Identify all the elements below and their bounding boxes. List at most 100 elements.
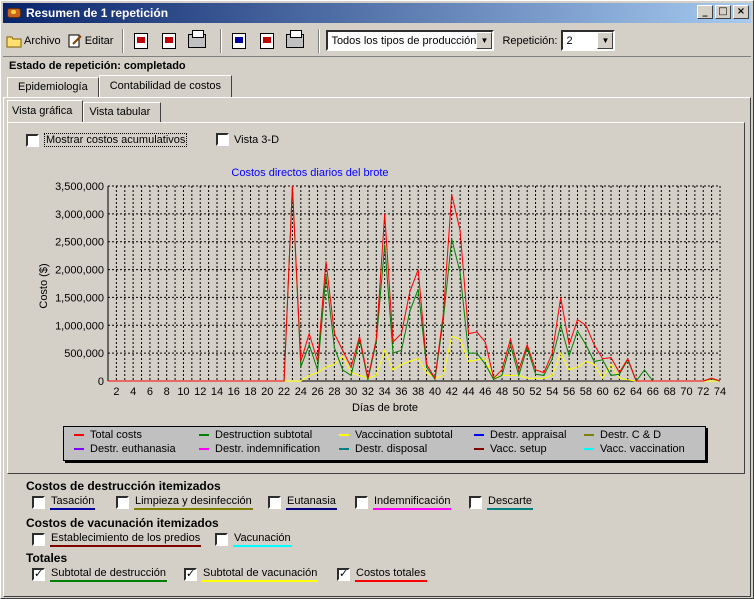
chevron-down-icon[interactable]: ▼	[597, 32, 614, 49]
checkbox-box[interactable]	[32, 567, 45, 581]
itemized-vaccination-checkbox-0[interactable]: Establecimiento de los predios	[32, 532, 202, 547]
y-axis-label: Costo ($)	[38, 263, 50, 308]
legend-swatch	[584, 448, 594, 450]
repetition-value: 2	[566, 34, 573, 47]
tab-contabilidad-costos[interactable]: Contabilidad de costos	[98, 75, 233, 97]
y-tick-label: 1,000,000	[55, 320, 104, 332]
totals-header: Totales	[26, 551, 68, 565]
totals-checkbox-0[interactable]: Subtotal de destrucción	[32, 567, 167, 582]
production-type-select[interactable]: Todos los tipos de producción ▼	[326, 30, 495, 51]
x-tick-label: 44	[462, 386, 474, 398]
legend-label: Destr. indemnification	[215, 443, 321, 455]
x-tick-label: 2	[113, 386, 119, 398]
chevron-down-icon[interactable]: ▼	[476, 32, 493, 49]
checkbox-box[interactable]	[337, 567, 350, 581]
y-tick-label: 3,500,000	[55, 181, 104, 193]
checkbox-box[interactable]	[469, 496, 482, 509]
x-tick-label: 50	[513, 386, 525, 398]
checkbox-box[interactable]	[116, 496, 129, 509]
save-icon	[162, 32, 177, 49]
close-button[interactable]: ×	[733, 5, 749, 19]
tab-vista-tabular[interactable]: Vista tabular	[83, 102, 162, 122]
x-tick-label: 42	[446, 386, 458, 398]
save-table-button[interactable]	[256, 30, 278, 52]
printer-icon	[286, 29, 305, 48]
itemized-destruction-checkbox-3[interactable]: Indemnificación	[355, 495, 452, 510]
y-tick-label: 500,000	[64, 348, 104, 360]
destruction-itemized-header: Costos de destrucción itemizados	[26, 479, 221, 493]
x-tick-label: 20	[261, 386, 273, 398]
legend-entry: Destr. disposal	[339, 443, 427, 455]
cumulative-label: Mostrar costos acumulativos	[44, 133, 188, 147]
legend-entry: Destr. euthanasia	[74, 443, 176, 455]
cumulative-checkbox[interactable]: Mostrar costos acumulativos	[26, 133, 188, 147]
x-tick-label: 54	[546, 386, 558, 398]
checkbox-box[interactable]	[216, 133, 229, 146]
chart-legend: Total costs Destruction subtotal Vaccinati…	[63, 426, 706, 461]
checkbox-label: Costos totales	[355, 567, 427, 582]
checkbox-box[interactable]	[32, 533, 45, 546]
checkbox-box[interactable]	[184, 567, 197, 581]
save-icon	[260, 32, 275, 49]
view3d-label: Vista 3-D	[234, 133, 280, 146]
legend-swatch	[199, 434, 209, 436]
view3d-checkbox[interactable]: Vista 3-D	[216, 133, 279, 146]
itemized-destruction-checkbox-0[interactable]: Tasación	[32, 495, 96, 510]
editar-button[interactable]: Editar	[64, 29, 117, 53]
legend-swatch	[474, 448, 484, 450]
save-chart-button[interactable]	[158, 30, 180, 52]
title-bar[interactable]: Resumen de 1 repetición _ □ ×	[3, 3, 751, 23]
legend-entry: Total costs	[74, 429, 142, 441]
plot-area: 0 500,000 1,000,000 1,500,000 2,000,000 2,500…	[55, 181, 726, 398]
minimize-button[interactable]: _	[697, 5, 713, 19]
itemized-destruction-checkbox-1[interactable]: Limpieza y desinfección	[116, 495, 253, 510]
x-tick-label: 12	[194, 386, 206, 398]
legend-label: Vaccination subtotal	[355, 429, 453, 441]
x-tick-label: 34	[379, 386, 391, 398]
checkbox-label: Indemnificación	[373, 495, 452, 510]
itemized-destruction-checkbox-2[interactable]: Eutanasia	[268, 495, 337, 510]
x-tick-label: 46	[479, 386, 491, 398]
chart-panel: Costos directos diarios del brote Costo …	[17, 153, 741, 469]
chart-title: Costos directos diarios del brote	[231, 167, 388, 179]
y-tick-label: 3,000,000	[55, 209, 104, 221]
checkbox-box[interactable]	[355, 496, 368, 509]
checkbox-label: Eutanasia	[286, 495, 337, 510]
legend-label: Destr. disposal	[355, 443, 428, 455]
legend-entry: Vaccination subtotal	[339, 429, 453, 441]
app-icon	[6, 5, 22, 21]
checkbox-box[interactable]	[268, 496, 281, 509]
itemized-destruction-checkbox-4[interactable]: Descarte	[469, 495, 534, 510]
x-tick-label: 28	[328, 386, 340, 398]
legend-entry: Vacc. setup	[474, 443, 547, 455]
x-tick-label: 56	[563, 386, 575, 398]
tab-panel	[3, 97, 751, 597]
x-tick-label: 64	[630, 386, 642, 398]
legend-swatch	[339, 434, 349, 436]
maximize-button[interactable]: □	[715, 5, 731, 19]
tab-vista-grafica[interactable]: Vista gráfica	[7, 100, 84, 122]
checkbox-box[interactable]	[26, 133, 39, 147]
x-tick-label: 40	[429, 386, 441, 398]
print-chart-button[interactable]	[186, 29, 208, 52]
x-tick-label: 24	[295, 386, 307, 398]
checkbox-label: Descarte	[487, 495, 534, 510]
x-tick-label: 6	[147, 386, 153, 398]
x-tick-label: 66	[647, 386, 659, 398]
totals-checkbox-1[interactable]: Subtotal de vacunación	[184, 567, 319, 582]
repetition-select[interactable]: 2 ▼	[561, 30, 616, 51]
export-chart-button[interactable]	[130, 30, 152, 52]
x-tick-label: 60	[597, 386, 609, 398]
legend-swatch	[199, 448, 209, 450]
legend-entry: Destruction subtotal	[199, 429, 312, 441]
itemized-vaccination-checkbox-1[interactable]: Vacunación	[215, 532, 292, 547]
tab-epidemiologia[interactable]: Epidemiología	[7, 77, 99, 97]
print-table-button[interactable]	[284, 29, 306, 52]
x-tick-label: 62	[613, 386, 625, 398]
checkbox-box[interactable]	[32, 496, 45, 509]
export-icon	[232, 32, 247, 49]
archivo-button[interactable]: Archivo	[3, 29, 64, 53]
checkbox-box[interactable]	[215, 533, 228, 546]
totals-checkbox-2[interactable]: Costos totales	[337, 567, 427, 582]
export-table-button[interactable]	[228, 30, 250, 52]
